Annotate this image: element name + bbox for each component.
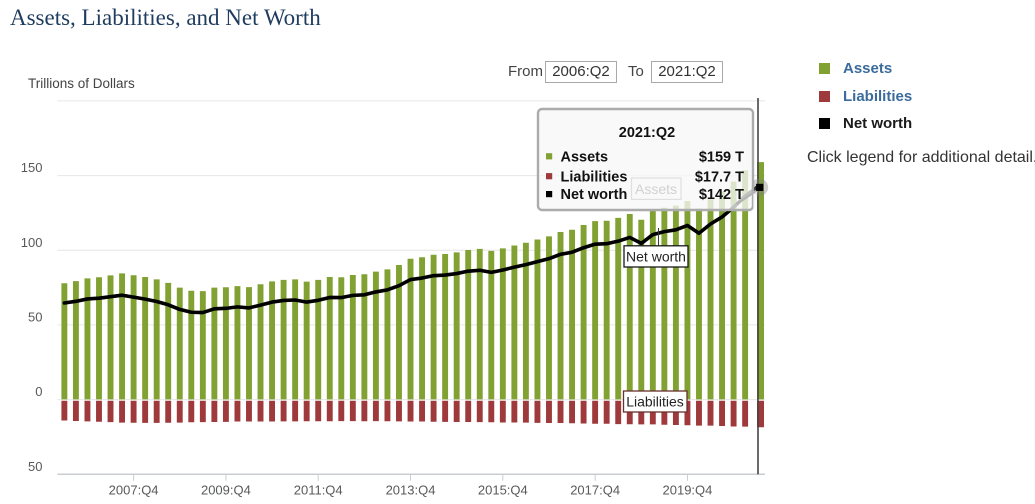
- svg-text:2019:Q4: 2019:Q4: [663, 482, 713, 497]
- svg-text:2021:Q2: 2021:Q2: [619, 125, 675, 141]
- svg-text:Liabilities: Liabilities: [561, 169, 628, 185]
- svg-text:150: 150: [21, 160, 43, 175]
- svg-text:2007:Q4: 2007:Q4: [109, 482, 159, 497]
- svg-text:50: 50: [28, 459, 42, 474]
- svg-text:Liabilities: Liabilities: [626, 394, 684, 410]
- svg-text:$142 T: $142 T: [699, 187, 744, 203]
- svg-text:2017:Q4: 2017:Q4: [570, 482, 620, 497]
- svg-text:50: 50: [28, 310, 42, 325]
- svg-text:$159 T: $159 T: [699, 149, 744, 165]
- svg-text:2009:Q4: 2009:Q4: [201, 482, 251, 497]
- svg-text:$17.7 T: $17.7 T: [695, 169, 744, 185]
- svg-text:100: 100: [21, 235, 43, 250]
- svg-text:2013:Q4: 2013:Q4: [386, 482, 436, 497]
- svg-text:Assets: Assets: [561, 149, 609, 165]
- svg-text:Net worth: Net worth: [561, 187, 628, 203]
- svg-text:2015:Q4: 2015:Q4: [478, 482, 528, 497]
- svg-text:2011:Q4: 2011:Q4: [294, 482, 343, 497]
- svg-text:0: 0: [35, 384, 42, 399]
- svg-text:Net worth: Net worth: [626, 248, 686, 264]
